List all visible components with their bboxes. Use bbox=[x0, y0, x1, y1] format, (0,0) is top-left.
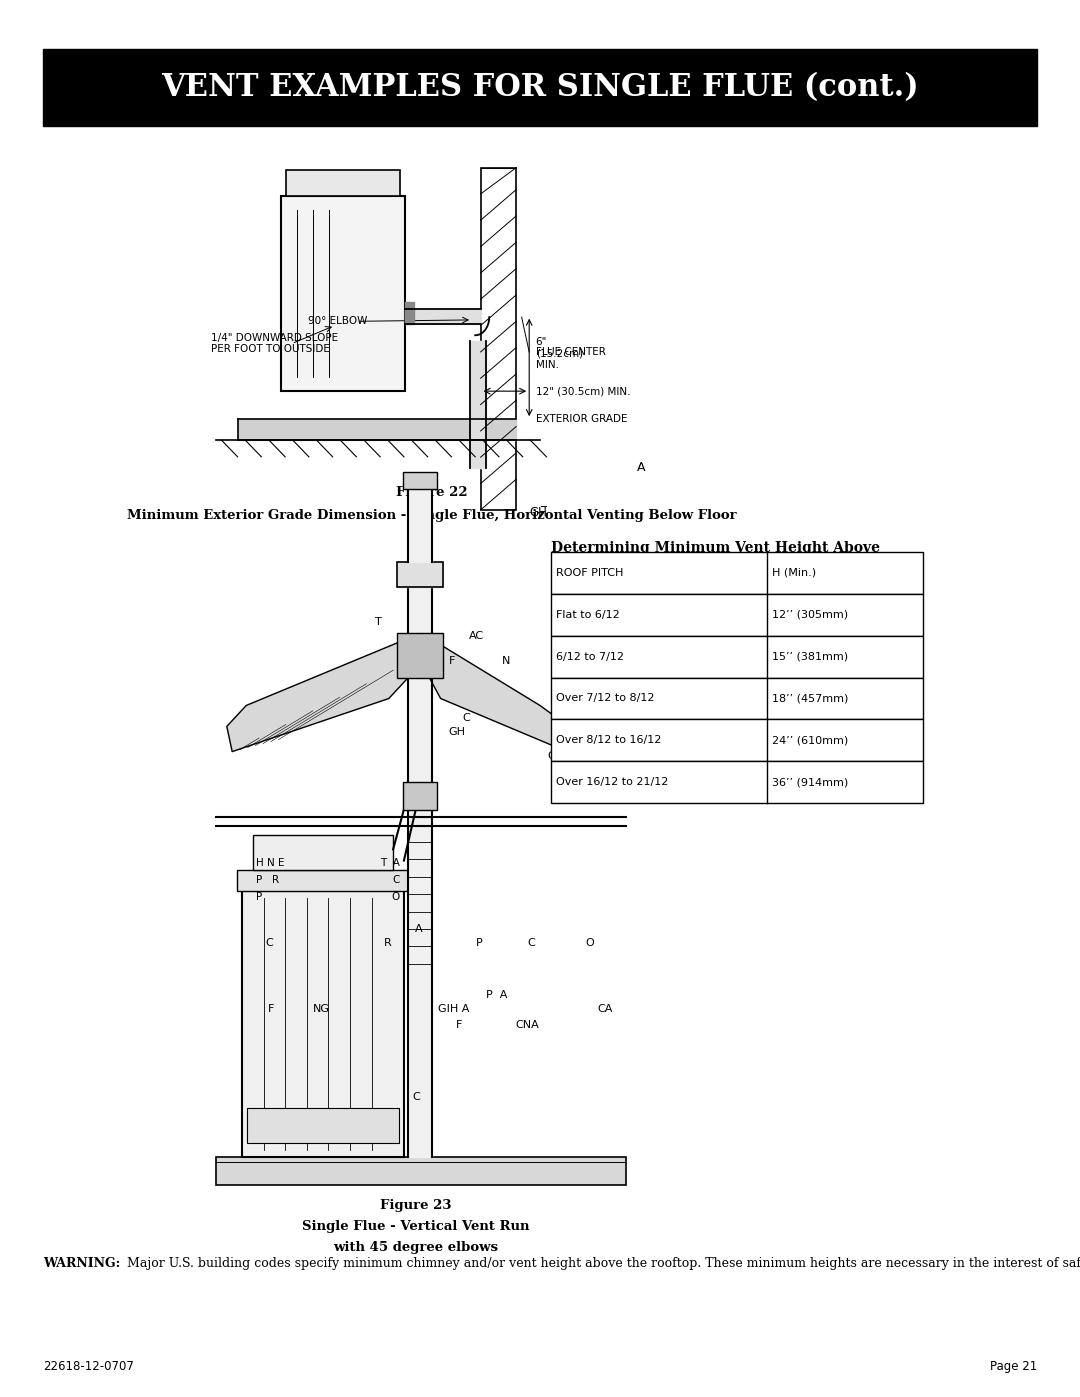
Text: O: O bbox=[653, 633, 662, 644]
Bar bbox=[237, 870, 409, 891]
Bar bbox=[397, 562, 443, 587]
Text: GH̅: GH̅ bbox=[548, 750, 565, 761]
Text: O: O bbox=[391, 891, 400, 902]
Text: Determining Minimum Vent Height Above: Determining Minimum Vent Height Above bbox=[551, 541, 880, 555]
Bar bbox=[286, 170, 400, 196]
Polygon shape bbox=[408, 573, 432, 1157]
Text: Over 16/12 to 21/12: Over 16/12 to 21/12 bbox=[556, 777, 669, 788]
Bar bbox=[216, 1157, 626, 1185]
Text: O: O bbox=[585, 937, 594, 949]
Text: GIH A: GIH A bbox=[438, 1003, 470, 1014]
Text: ROOF PITCH: ROOF PITCH bbox=[556, 567, 623, 578]
Polygon shape bbox=[405, 302, 414, 324]
Text: 15’’ (381mm): 15’’ (381mm) bbox=[772, 651, 848, 662]
Text: 6"
(15.2cm)
MIN.: 6" (15.2cm) MIN. bbox=[536, 337, 583, 370]
Text: Minimum Exterior Grade Dimension - Single Flue, Horizontal Venting Below Floor: Minimum Exterior Grade Dimension - Singl… bbox=[127, 509, 737, 521]
Text: Over 7/12 to 8/12: Over 7/12 to 8/12 bbox=[556, 693, 654, 704]
Text: A: A bbox=[621, 714, 629, 725]
Polygon shape bbox=[426, 636, 572, 752]
Text: VENT EXAMPLES FOR SINGLE FLUE (cont.): VENT EXAMPLES FOR SINGLE FLUE (cont.) bbox=[161, 71, 919, 103]
Text: WARNING:: WARNING: bbox=[43, 1257, 121, 1270]
Polygon shape bbox=[408, 489, 432, 562]
Text: Single Flue - Vertical Vent Run: Single Flue - Vertical Vent Run bbox=[302, 1220, 529, 1232]
Text: T: T bbox=[375, 616, 381, 627]
Text: A: A bbox=[637, 461, 646, 475]
Text: C: C bbox=[266, 937, 273, 949]
Bar bbox=[43, 49, 1037, 126]
Bar bbox=[403, 472, 437, 489]
Text: A: A bbox=[415, 923, 422, 935]
Text: GH̅: GH̅ bbox=[529, 506, 548, 520]
Text: H (Min.): H (Min.) bbox=[772, 567, 816, 578]
Polygon shape bbox=[238, 419, 516, 440]
Text: 36’’ (914mm): 36’’ (914mm) bbox=[772, 777, 849, 788]
Bar bbox=[551, 552, 923, 594]
Text: Page 21: Page 21 bbox=[989, 1359, 1037, 1373]
Bar bbox=[281, 196, 405, 391]
Text: F: F bbox=[268, 1003, 274, 1014]
Text: Figure 23: Figure 23 bbox=[380, 1199, 451, 1211]
Text: EXTERIOR GRADE: EXTERIOR GRADE bbox=[536, 414, 627, 425]
Text: 18’’ (457mm): 18’’ (457mm) bbox=[772, 693, 849, 704]
Text: CA: CA bbox=[597, 1003, 612, 1014]
Text: P: P bbox=[256, 891, 262, 902]
Polygon shape bbox=[405, 309, 481, 324]
Bar bbox=[551, 594, 923, 636]
Text: C: C bbox=[462, 712, 470, 724]
Text: Over 8/12 to 16/12: Over 8/12 to 16/12 bbox=[556, 735, 662, 746]
Text: Major U.S. building codes specify minimum chimney and/or vent height above the r: Major U.S. building codes specify minimu… bbox=[123, 1257, 1080, 1270]
Text: C: C bbox=[413, 1091, 420, 1102]
Text: 24’’ (610mm): 24’’ (610mm) bbox=[772, 735, 849, 746]
Text: NG: NG bbox=[313, 1003, 330, 1014]
Bar bbox=[481, 168, 516, 510]
Text: P: P bbox=[476, 937, 483, 949]
Text: 12" (30.5cm) MIN.: 12" (30.5cm) MIN. bbox=[536, 386, 631, 397]
Text: FLUE CENTER: FLUE CENTER bbox=[536, 346, 606, 358]
Bar bbox=[397, 633, 443, 678]
Bar bbox=[551, 719, 923, 761]
Text: F: F bbox=[456, 1020, 462, 1031]
Bar bbox=[247, 1108, 399, 1143]
Polygon shape bbox=[227, 636, 415, 752]
Bar bbox=[551, 636, 923, 678]
Text: 22618-12-0707: 22618-12-0707 bbox=[43, 1359, 134, 1373]
Text: 90° ELBOW: 90° ELBOW bbox=[308, 316, 367, 327]
Text: AC: AC bbox=[469, 630, 484, 641]
Text: 6/12 to 7/12: 6/12 to 7/12 bbox=[556, 651, 624, 662]
Bar bbox=[403, 782, 437, 810]
Text: 12’’ (305mm): 12’’ (305mm) bbox=[772, 609, 848, 620]
Text: with 45 degree elbows: with 45 degree elbows bbox=[334, 1241, 498, 1253]
Bar bbox=[253, 835, 393, 870]
Text: Figure 22: Figure 22 bbox=[396, 486, 468, 499]
Text: P   R: P R bbox=[256, 875, 279, 886]
Text: GH: GH bbox=[448, 726, 465, 738]
Text: P  A: P A bbox=[486, 989, 508, 1000]
Text: H N E: H N E bbox=[256, 858, 284, 869]
Polygon shape bbox=[470, 341, 486, 468]
Text: 1/4" DOWNWARD SLOPE
PER FOOT TO OUTSIDE: 1/4" DOWNWARD SLOPE PER FOOT TO OUTSIDE bbox=[211, 332, 338, 355]
Text: R: R bbox=[397, 643, 405, 654]
Text: N: N bbox=[502, 655, 511, 666]
Polygon shape bbox=[397, 562, 443, 587]
Bar bbox=[242, 891, 404, 1157]
Text: the Roof: the Roof bbox=[551, 562, 617, 576]
Text: C: C bbox=[380, 875, 401, 886]
Bar bbox=[551, 761, 923, 803]
Text: F: F bbox=[449, 655, 456, 666]
Text: CNA: CNA bbox=[515, 1020, 539, 1031]
Bar bbox=[551, 678, 923, 719]
Text: R: R bbox=[383, 937, 391, 949]
Text: C: C bbox=[527, 937, 535, 949]
Text: T  A: T A bbox=[380, 858, 400, 869]
Text: Flat to 6/12: Flat to 6/12 bbox=[556, 609, 620, 620]
